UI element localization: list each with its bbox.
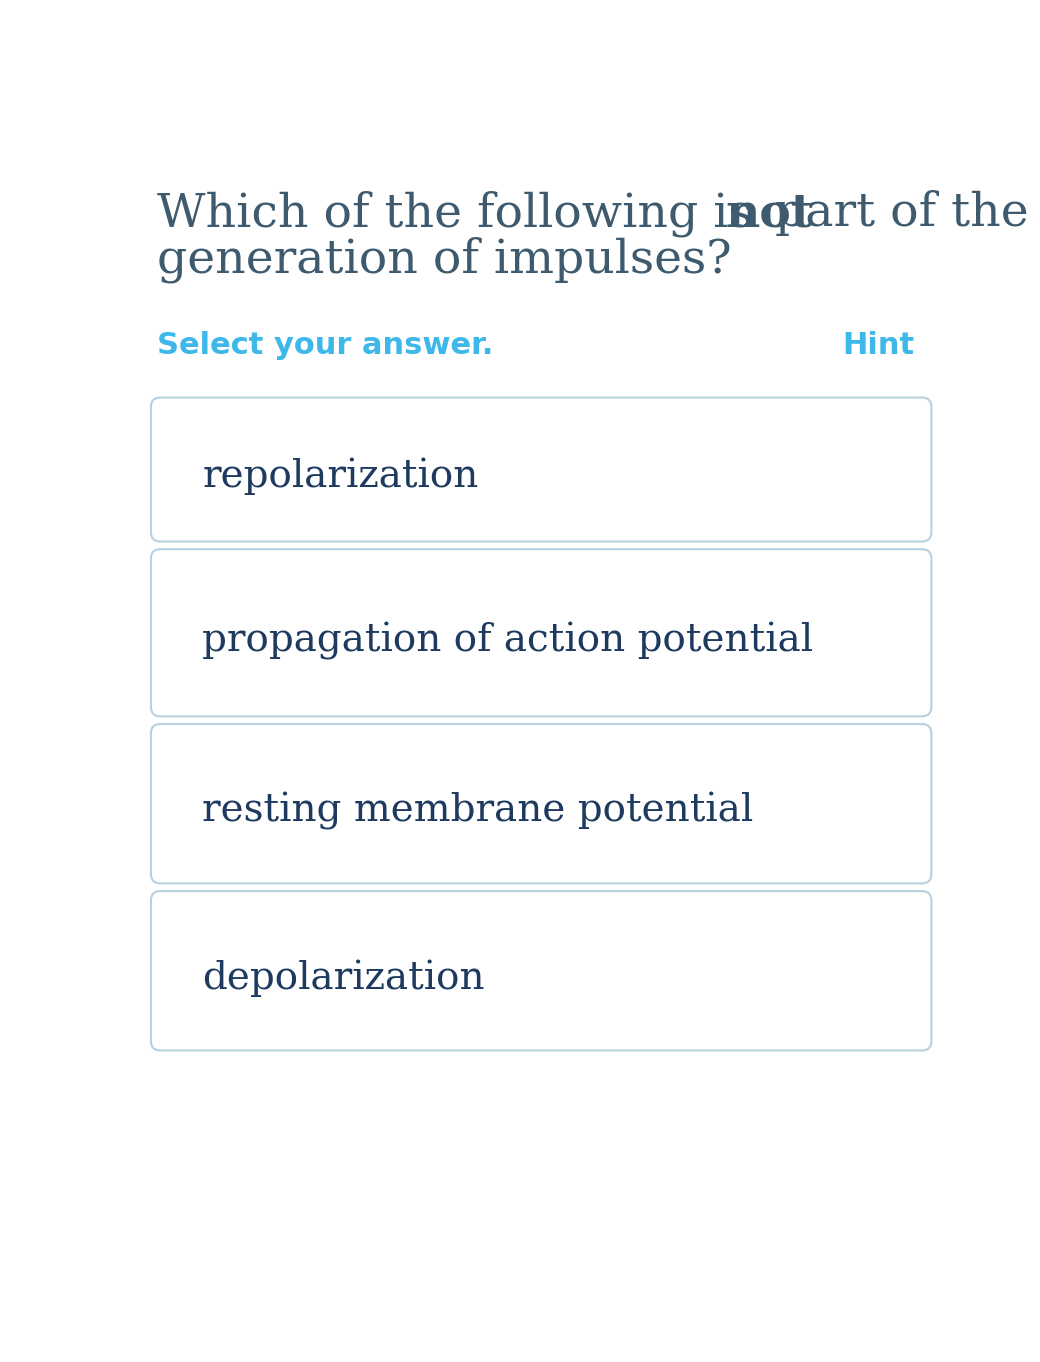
FancyBboxPatch shape	[151, 398, 932, 542]
Text: repolarization: repolarization	[202, 458, 478, 494]
FancyBboxPatch shape	[151, 725, 932, 884]
Text: Hint: Hint	[842, 331, 914, 361]
FancyBboxPatch shape	[151, 549, 932, 716]
Text: not: not	[725, 191, 812, 237]
Text: part of the: part of the	[760, 191, 1029, 237]
Text: propagation of action potential: propagation of action potential	[202, 621, 813, 659]
Text: generation of impulses?: generation of impulses?	[157, 237, 732, 283]
Text: resting membrane potential: resting membrane potential	[202, 793, 753, 831]
FancyBboxPatch shape	[151, 891, 932, 1050]
Text: Select your answer.: Select your answer.	[157, 331, 494, 361]
Text: Which of the following is: Which of the following is	[157, 191, 768, 237]
Text: depolarization: depolarization	[202, 960, 485, 997]
